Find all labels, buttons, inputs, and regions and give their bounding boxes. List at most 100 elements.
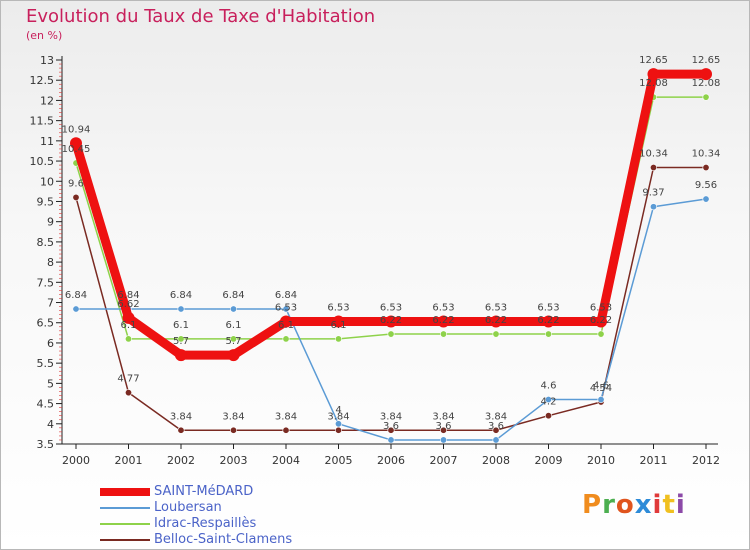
y-tick-label: 9.5 (37, 195, 55, 208)
data-label: 10.45 (62, 144, 91, 155)
data-point (230, 335, 238, 343)
data-label: 6.84 (117, 290, 139, 301)
legend-swatch (100, 507, 150, 509)
data-point (177, 426, 185, 434)
data-label: 6.84 (222, 290, 244, 301)
data-point (439, 426, 447, 434)
data-label: 6.53 (537, 303, 559, 314)
data-point (72, 193, 80, 201)
data-label: 4.54 (590, 383, 612, 394)
data-label: 4 (335, 405, 341, 416)
data-label: 6.22 (485, 315, 507, 326)
y-tick-label: 8 (47, 256, 54, 269)
legend-label: Loubersan (154, 500, 222, 515)
data-label: 6.1 (278, 320, 294, 331)
data-point (702, 164, 710, 172)
data-label: 4.6 (541, 381, 557, 392)
data-label: 6.22 (380, 315, 402, 326)
logo-letter: x (634, 490, 653, 520)
data-point (437, 315, 450, 328)
logo-letter: i (675, 490, 686, 520)
y-tick-label: 9 (47, 216, 54, 229)
y-tick-label: 6.5 (37, 317, 55, 330)
data-point (700, 68, 712, 81)
data-label: 6.53 (327, 303, 349, 314)
data-point (544, 330, 552, 338)
data-label: 4.77 (117, 374, 139, 385)
legend-label: SAINT-MéDARD (154, 484, 254, 499)
y-tick-label: 11.5 (30, 115, 55, 128)
data-point (649, 203, 657, 211)
data-label: 3.84 (275, 411, 297, 422)
data-labels-layer: 9.6 4.77 3.84 3.84 3.84 3.84 3.84 3.84 3.84 4.2 4.… (62, 55, 721, 432)
data-point (387, 436, 395, 444)
data-label: 6.84 (65, 290, 87, 301)
data-label: 10.34 (692, 149, 721, 160)
data-point (122, 311, 135, 324)
legend-swatch (100, 523, 150, 525)
data-label: 3.84 (170, 411, 192, 422)
data-label: 3.6 (383, 421, 399, 432)
data-point (649, 164, 657, 172)
data-point (544, 396, 552, 404)
x-tick-label: 2011 (640, 454, 668, 467)
legend-label: Idrac-Respaillès (154, 516, 257, 531)
x-tick-label: 2006 (377, 454, 405, 467)
y-tick-label: 3.5 (37, 438, 55, 451)
x-tick-label: 2001 (115, 454, 143, 467)
logo-letter: t (662, 490, 676, 520)
data-label: 10.34 (639, 149, 668, 160)
data-point (280, 315, 292, 328)
data-label: 3.6 (436, 421, 452, 432)
data-label: 4.6 (593, 381, 609, 392)
legend-swatch (100, 488, 150, 496)
data-label: 12.08 (692, 78, 721, 89)
y-tick-label: 10.5 (30, 155, 55, 168)
data-point (282, 335, 290, 343)
data-point (542, 315, 555, 328)
data-point (175, 349, 187, 362)
logo-letter: r (602, 490, 616, 520)
y-tick-label: 10 (40, 175, 54, 188)
data-label: 6.53 (485, 303, 507, 314)
logo-letter: o (615, 490, 635, 520)
data-point (334, 420, 342, 428)
y-tick-label: 13 (40, 54, 54, 67)
data-point (492, 330, 500, 338)
x-tick-label: 2000 (62, 454, 90, 467)
data-point (334, 335, 342, 343)
y-tick-label: 5.5 (37, 357, 55, 370)
y-tick-label: 4.5 (37, 398, 55, 411)
y-tick-label: 8.5 (37, 236, 55, 249)
data-point (227, 349, 240, 362)
data-point (595, 315, 607, 328)
data-point (230, 305, 238, 313)
data-point (492, 436, 500, 444)
proxiti-logo: Proxiti (582, 490, 686, 520)
x-tick-label: 2002 (167, 454, 195, 467)
y-tick-label: 4 (47, 418, 54, 431)
data-label: 6.53 (380, 303, 402, 314)
data-label: 9.37 (642, 188, 664, 199)
data-point (702, 195, 710, 203)
data-label: 12.08 (639, 78, 668, 89)
data-point (647, 68, 660, 81)
data-label: 4.2 (541, 397, 557, 408)
data-point (597, 396, 605, 404)
data-label: 6.22 (537, 315, 559, 326)
x-tick-label: 2004 (272, 454, 300, 467)
data-label: 6.53 (275, 303, 297, 314)
data-point (125, 335, 133, 343)
data-label: 6.62 (117, 299, 139, 310)
x-tick-label: 2003 (220, 454, 248, 467)
data-label: 6.1 (226, 320, 242, 331)
data-point (544, 412, 552, 420)
data-point (439, 436, 447, 444)
y-tick-label: 12 (40, 94, 54, 107)
data-point (492, 426, 500, 434)
data-point (230, 426, 238, 434)
data-label: 3.84 (432, 411, 454, 422)
data-label: 9.56 (695, 180, 717, 191)
data-point (282, 426, 290, 434)
